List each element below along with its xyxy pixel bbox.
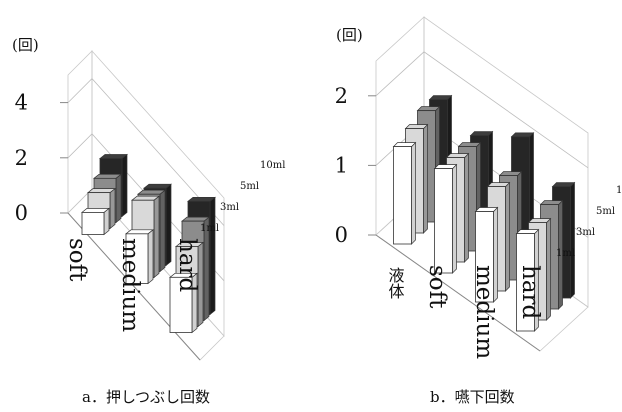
category-axis-line	[67, 212, 201, 361]
series-label: 1ml	[200, 223, 219, 234]
chart-a-category-labels: soft medium hard	[64, 238, 200, 332]
chart-b-bars	[392, 94, 576, 332]
series-label: 10ml	[260, 160, 285, 171]
bar-top	[469, 131, 494, 136]
bar-side	[505, 181, 510, 292]
bar-top	[93, 173, 122, 179]
category-label: medium	[471, 265, 497, 359]
bar-top	[404, 124, 429, 129]
bar-top	[539, 200, 564, 205]
bar-side	[452, 163, 457, 274]
bar-side	[159, 189, 166, 273]
bar-top	[474, 207, 499, 212]
chart-a-caption: a．押しつぶし回数	[82, 388, 210, 406]
bar-side	[546, 217, 551, 321]
bar-top	[187, 196, 216, 202]
bar-side	[121, 153, 128, 218]
category-label: 液体	[386, 267, 405, 299]
bar-top	[445, 153, 470, 158]
chart-a-unit-label: (回)	[12, 36, 39, 54]
bar-front	[434, 168, 453, 274]
bar-front	[516, 233, 535, 332]
bar-front	[81, 212, 105, 235]
bar-side	[103, 207, 110, 236]
bar-front	[125, 233, 149, 284]
bar-top	[125, 229, 154, 235]
bar-side	[147, 229, 154, 285]
y-tick-label: 0	[335, 223, 348, 247]
bar-top	[392, 142, 417, 147]
series-label: 10ml	[616, 185, 622, 196]
gridline	[67, 133, 225, 282]
bar-side	[411, 141, 416, 245]
bar-top	[551, 182, 576, 187]
bar-side	[570, 181, 575, 299]
y-tick-label: 1	[335, 153, 348, 177]
bar-side	[165, 183, 172, 267]
bar-side	[115, 173, 122, 224]
category-label: hard	[174, 238, 200, 293]
bar-top	[143, 183, 172, 189]
bar	[515, 228, 540, 332]
bar-top	[515, 229, 540, 234]
bar-top	[433, 164, 458, 169]
chart-b-unit-label: (回)	[336, 26, 363, 44]
bar-top	[131, 195, 160, 201]
y-tick-label: 4	[15, 91, 28, 115]
bar	[474, 206, 499, 303]
chart-b-ticks: 0 1 2	[335, 84, 376, 247]
bar-side	[209, 196, 216, 316]
bar	[125, 229, 154, 285]
bar-top	[81, 208, 110, 213]
chart-b-caption: b．嚥下回数	[430, 388, 515, 406]
bar-top	[486, 182, 511, 187]
y-tick-label: 2	[15, 146, 28, 170]
series-label: 5ml	[596, 206, 615, 217]
bar-front	[393, 146, 412, 245]
bar-side	[109, 187, 116, 230]
bar-side	[464, 152, 469, 263]
bar-top	[498, 171, 523, 176]
side-wall	[67, 50, 93, 214]
series-label: 5ml	[240, 181, 259, 192]
category-axis-line	[375, 234, 541, 352]
chart-b-category-labels: 液体 soft medium hard	[386, 265, 544, 359]
series-label: 1ml	[556, 248, 575, 259]
bar	[433, 163, 458, 274]
bar	[392, 141, 417, 245]
bar-top	[87, 188, 116, 193]
gridline	[67, 78, 225, 226]
category-label: medium	[117, 238, 143, 332]
y-tick-label: 2	[335, 84, 348, 108]
category-label: soft	[424, 265, 450, 309]
series-label: 3ml	[576, 227, 595, 238]
bar-top	[527, 218, 552, 223]
y-tick-label: 0	[15, 201, 28, 225]
bar-front	[475, 211, 494, 303]
bar-top	[137, 189, 166, 195]
bar-side	[423, 123, 428, 234]
series-label: 3ml	[220, 202, 239, 213]
bar-side	[153, 195, 160, 279]
bar-top	[510, 132, 535, 138]
bar-front	[169, 276, 193, 333]
bar-top	[428, 95, 453, 100]
chart-a-bars	[81, 153, 216, 334]
bar-top	[457, 142, 482, 147]
category-label: hard	[517, 265, 543, 320]
bar-top	[99, 154, 128, 159]
bar-top	[181, 216, 210, 222]
gridline	[375, 51, 589, 169]
bar	[81, 207, 110, 236]
chart-a-ticks: 0 2 4	[15, 91, 68, 225]
bar-top	[416, 106, 441, 111]
category-label: soft	[64, 238, 90, 282]
bar	[169, 272, 198, 334]
